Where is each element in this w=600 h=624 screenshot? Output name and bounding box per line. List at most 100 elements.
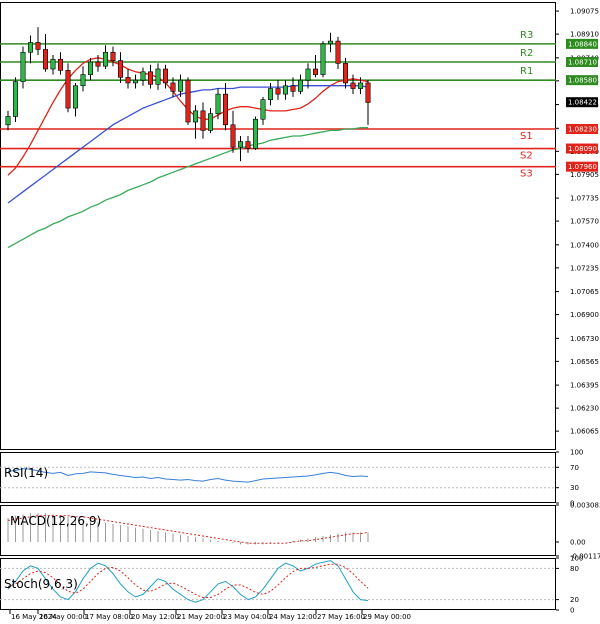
y-tick-label: 70: [570, 464, 579, 472]
overlay-slow-ma: [7, 126, 368, 249]
x-tick-label: 29 May 00:00: [363, 613, 411, 621]
candle-body-down: [35, 42, 41, 50]
candle: [148, 64, 154, 89]
candle-body-down: [230, 124, 236, 148]
candle: [297, 74, 303, 95]
candle: [110, 46, 116, 67]
candle: [260, 96, 266, 125]
y-tick-label: 0: [570, 607, 574, 615]
level-name-r3: R3: [520, 30, 533, 41]
candle-body-down: [245, 141, 251, 149]
candle: [155, 63, 161, 90]
candle-body-up: [208, 113, 214, 131]
x-tick-label: 17 May 08:00: [85, 613, 133, 621]
level-name-r1: R1: [520, 66, 533, 77]
candle: [365, 80, 371, 125]
candle: [80, 66, 86, 92]
candle-body-up: [320, 43, 326, 75]
y-tick-label: 1.06900: [570, 311, 599, 319]
candle-body-down: [223, 93, 229, 126]
stoch-panel: 100 80 20 0 Stoch(9,6,3): [0, 555, 583, 615]
candle-body-down: [110, 51, 116, 61]
candle: [42, 34, 48, 72]
candle-body-down: [118, 60, 124, 78]
y-tick-label: -0.00117: [570, 553, 600, 561]
rsi-title: RSI(14): [4, 466, 48, 480]
y-tick-label: 1.07905: [570, 171, 599, 179]
candle: [88, 57, 94, 81]
macd-panel: 0.003083 0.00 -0.00117 MACD(12,26,9): [0, 502, 600, 561]
level-name-s3: S3: [520, 169, 533, 180]
candle: [305, 63, 311, 89]
candle-body-up: [215, 93, 221, 114]
candle: [5, 110, 11, 131]
candle-body-up: [13, 81, 19, 117]
candle: [50, 55, 56, 75]
current-price-tag: [566, 97, 598, 108]
candle-body-down: [95, 61, 101, 67]
y-tick-label: 0.00: [570, 538, 586, 546]
macd-panel-frame: [0, 505, 556, 556]
stoch-d-line: [7, 563, 369, 598]
level-price-tag: [566, 75, 598, 86]
candle-body-up: [253, 118, 259, 149]
candle: [357, 77, 363, 95]
candle: [282, 80, 288, 100]
x-tick-label: 16 May 2024: [11, 613, 57, 621]
candle-body-up: [140, 71, 146, 81]
x-tick-label: 20 May 12:00: [131, 613, 179, 621]
y-tick-label: 1.06730: [570, 335, 599, 343]
candle: [27, 35, 33, 64]
candle: [335, 36, 341, 69]
level-name-r2: R2: [520, 48, 533, 59]
level-name-s1: S1: [520, 131, 533, 142]
candle: [215, 88, 221, 120]
candle: [35, 27, 41, 56]
candle: [125, 68, 131, 89]
y-tick-label: 1.06065: [570, 428, 599, 436]
candle-body-down: [65, 70, 71, 109]
candle: [200, 102, 206, 139]
candle-body-up: [27, 42, 33, 53]
candle-body-up: [80, 74, 86, 87]
level-price-label: 1.08840: [568, 40, 597, 48]
candle-body-down: [350, 82, 356, 89]
candle: [140, 67, 146, 86]
x-tick-label: 21 May 20:00: [177, 613, 225, 621]
level-price-label: 1.08710: [568, 59, 597, 67]
candle-body-up: [357, 82, 363, 89]
y-tick-label: 1.06565: [570, 358, 599, 366]
price-panel: 1.090751.089101.087401.085751.084051.082…: [0, 2, 599, 450]
y-tick-label: 80: [570, 565, 579, 573]
candle: [95, 55, 101, 72]
stoch-panel-frame: [0, 558, 556, 610]
candle: [320, 41, 326, 78]
candle: [57, 52, 63, 75]
level-price-tag: [566, 38, 598, 49]
candle-body-down: [185, 79, 191, 123]
y-tick-label: 1.06230: [570, 405, 599, 413]
candle-body-up: [327, 40, 333, 45]
y-tick-label: 1.09075: [570, 8, 599, 16]
candle: [223, 82, 229, 131]
y-tick-label: 1.08910: [570, 31, 599, 39]
y-tick-label: 0: [570, 500, 574, 508]
rsi-panel-frame: [0, 452, 556, 503]
y-tick-label: 100: [570, 449, 583, 457]
candle-body-down: [125, 77, 131, 84]
candle-body-up: [260, 99, 266, 120]
candle: [327, 32, 333, 53]
candle-body-down: [312, 68, 318, 75]
candle: [185, 77, 191, 125]
candle-body-down: [42, 49, 48, 70]
candle: [267, 82, 273, 106]
y-tick-label: 30: [570, 484, 579, 492]
candle: [238, 135, 244, 162]
candle: [342, 57, 348, 89]
candle: [73, 82, 79, 117]
level-price-tag: [566, 143, 598, 154]
candle-body-up: [178, 79, 184, 92]
candle-body-up: [305, 68, 311, 81]
